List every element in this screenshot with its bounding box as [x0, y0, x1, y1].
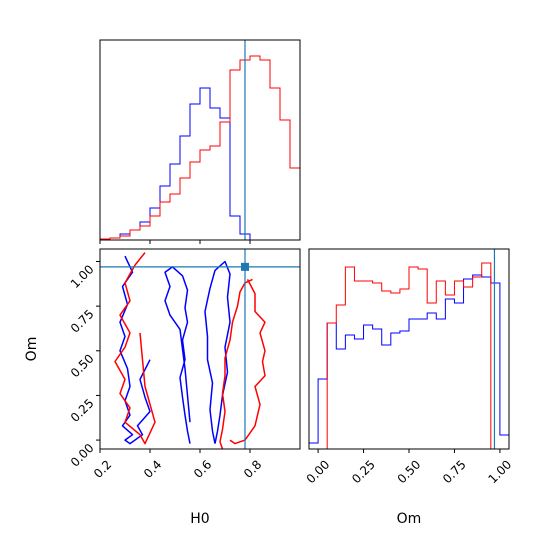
joint-x-tick-label: 0.6 — [191, 457, 214, 480]
om-x-axis-label: Om — [397, 511, 422, 527]
om-x-tick-label: 0.25 — [349, 457, 378, 486]
om-x-tick-label: 0.00 — [304, 457, 333, 486]
om-histogram-series-1 — [308, 274, 510, 449]
om-x-tick-label: 1.00 — [485, 457, 514, 486]
h0-histogram-series-1 — [99, 87, 300, 241]
contour-series-3 — [119, 255, 151, 445]
om-histogram-series-2 — [309, 262, 509, 450]
joint-y-tick-label: 0.50 — [68, 351, 97, 380]
h0-axis-label: H0 — [190, 511, 209, 527]
om-x-tick-label: 0.50 — [395, 457, 424, 486]
joint-y-tick-label: 0.25 — [68, 396, 97, 425]
joint-y-tick-label: 1.00 — [68, 262, 97, 291]
contour-series-1 — [164, 266, 191, 444]
h0-histogram-series-2 — [99, 55, 301, 240]
joint-x-tick-label: 0.2 — [91, 457, 114, 480]
om-axis-label: Om — [24, 337, 40, 362]
contour-series-6 — [114, 252, 156, 445]
truth-marker — [241, 262, 249, 271]
joint-x-tick-label: 0.8 — [241, 457, 264, 480]
om-x-tick-label: 0.75 — [440, 457, 469, 486]
contour-series-5 — [229, 279, 266, 445]
contour-series-4 — [219, 278, 253, 450]
joint-y-tick-label: 0.75 — [68, 307, 97, 336]
joint-x-tick-label: 0.4 — [141, 457, 164, 480]
joint-y-tick-label: 0.00 — [68, 441, 97, 470]
joint-frame — [99, 248, 301, 450]
